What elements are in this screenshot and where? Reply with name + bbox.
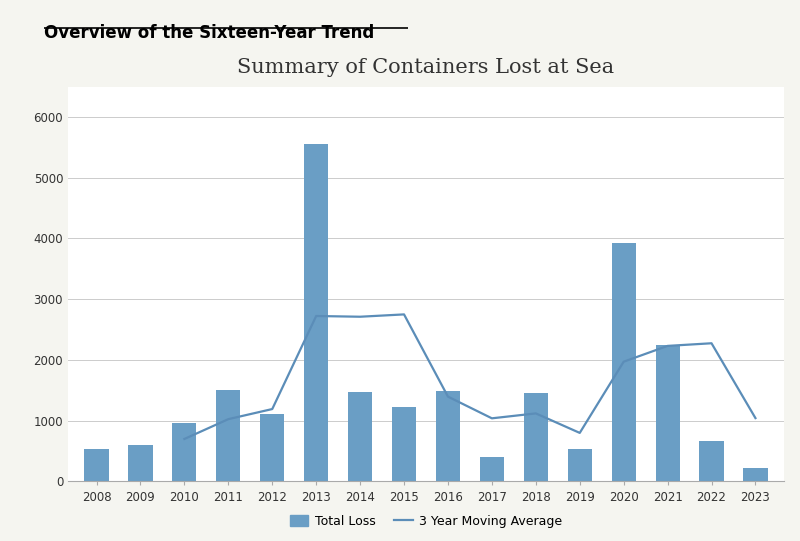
3 Year Moving Average — [662, 342, 672, 349]
Line: 3 Year Moving Average: 3 Year Moving Average — [185, 314, 755, 439]
3 Year Moving Average — [443, 393, 453, 400]
3 Year Moving Average — [487, 415, 497, 421]
3 Year Moving Average — [180, 436, 190, 442]
3 Year Moving Average — [223, 416, 233, 423]
Bar — [85, 449, 109, 481]
Bar — [568, 449, 592, 481]
Legend: Total Loss, 3 Year Moving Average: Total Loss, 3 Year Moving Average — [285, 510, 567, 532]
Bar — [524, 393, 548, 481]
Bar — [392, 407, 416, 481]
Bar — [611, 243, 636, 481]
Bar — [260, 414, 284, 481]
Text: Overview of the Sixteen-Year Trend: Overview of the Sixteen-Year Trend — [44, 24, 374, 42]
Bar — [699, 441, 724, 481]
Bar — [348, 392, 372, 481]
3 Year Moving Average — [311, 313, 321, 319]
3 Year Moving Average — [750, 415, 760, 421]
3 Year Moving Average — [355, 313, 365, 320]
Bar — [304, 144, 328, 481]
3 Year Moving Average — [399, 311, 409, 318]
Bar — [172, 423, 197, 481]
Bar — [216, 390, 241, 481]
3 Year Moving Average — [706, 340, 716, 347]
Bar — [436, 391, 460, 481]
Title: Summary of Containers Lost at Sea: Summary of Containers Lost at Sea — [238, 58, 614, 77]
Bar — [655, 345, 680, 481]
3 Year Moving Average — [619, 359, 629, 365]
Bar — [743, 467, 767, 481]
3 Year Moving Average — [267, 406, 277, 412]
Bar — [128, 445, 153, 481]
3 Year Moving Average — [575, 430, 585, 436]
Bar — [480, 457, 504, 481]
3 Year Moving Average — [531, 410, 541, 417]
